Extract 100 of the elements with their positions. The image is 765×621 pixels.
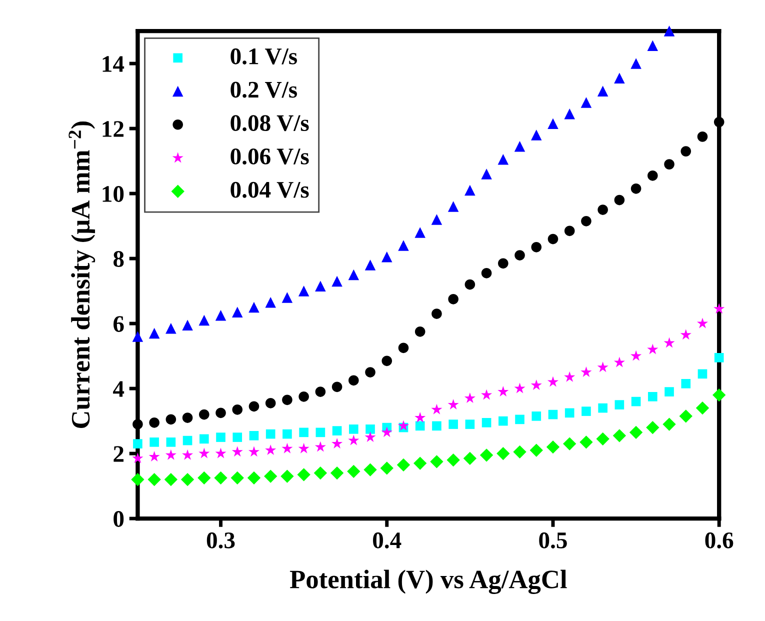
y-axis-title: Current density (μA mm$^{−2}$) — [68, 122, 96, 428]
point — [630, 350, 642, 361]
point — [266, 429, 276, 439]
point — [564, 108, 575, 120]
point — [564, 371, 576, 382]
point — [714, 353, 724, 362]
point — [232, 404, 243, 415]
point — [648, 170, 658, 181]
point — [432, 308, 442, 319]
point — [316, 428, 326, 438]
point — [498, 154, 509, 165]
point — [166, 438, 176, 447]
point — [563, 437, 576, 450]
point — [364, 431, 376, 442]
point — [515, 414, 524, 424]
point — [398, 420, 410, 431]
point — [166, 323, 176, 334]
point — [431, 214, 442, 225]
point — [612, 429, 626, 442]
point — [596, 432, 610, 446]
point — [182, 436, 192, 446]
legend-label: 0.2 V/s — [230, 82, 298, 98]
point — [614, 72, 625, 84]
point — [631, 396, 641, 406]
point — [414, 412, 426, 422]
point — [598, 403, 608, 413]
point — [182, 412, 193, 423]
point — [629, 426, 643, 439]
point — [463, 452, 477, 465]
legend-label: 0.08 V/s — [230, 115, 309, 132]
point — [448, 201, 459, 212]
point — [546, 440, 560, 454]
point — [148, 450, 160, 462]
point — [646, 420, 660, 434]
point — [314, 441, 326, 452]
point — [464, 279, 476, 290]
point — [530, 130, 542, 140]
point — [530, 379, 542, 390]
point — [414, 326, 426, 337]
point — [298, 442, 310, 454]
point — [247, 471, 261, 484]
point — [232, 432, 242, 442]
point — [481, 168, 492, 180]
point — [282, 394, 292, 406]
point — [216, 432, 226, 442]
point — [614, 356, 625, 368]
point — [614, 400, 624, 410]
point — [348, 434, 360, 446]
point — [332, 382, 342, 392]
point — [664, 387, 674, 396]
point — [514, 382, 526, 394]
x-tick-label: 0.3 — [206, 532, 235, 548]
point — [298, 392, 309, 402]
y-tick-label: 2 — [114, 446, 124, 462]
point — [133, 439, 142, 448]
point — [330, 466, 344, 480]
point — [532, 412, 542, 421]
x-tick-label: 0.5 — [539, 532, 567, 548]
point — [548, 234, 558, 244]
point — [630, 184, 642, 194]
point — [398, 342, 409, 354]
point — [264, 470, 278, 483]
point — [448, 294, 458, 304]
x-tick-label: 0.6 — [705, 532, 734, 548]
legend-label: 0.04 V/s — [230, 182, 309, 198]
point — [348, 424, 358, 434]
point — [198, 448, 210, 458]
point — [381, 426, 392, 438]
point — [265, 297, 276, 308]
point — [514, 141, 526, 152]
point — [432, 421, 442, 431]
point — [249, 431, 259, 440]
point — [380, 462, 394, 475]
point — [547, 376, 559, 387]
point — [182, 320, 193, 331]
point — [148, 472, 161, 486]
point — [647, 344, 658, 354]
point — [282, 429, 292, 439]
point — [332, 426, 342, 436]
legend-label: 0.1 V/s — [230, 48, 298, 64]
point — [148, 328, 160, 339]
point — [314, 466, 328, 480]
point — [513, 445, 526, 458]
point — [531, 242, 542, 252]
point — [364, 463, 377, 476]
point — [315, 386, 326, 397]
point — [149, 418, 160, 428]
point — [396, 458, 410, 472]
point — [630, 58, 642, 69]
point — [648, 392, 658, 402]
point — [198, 409, 210, 420]
point — [248, 446, 260, 457]
point — [481, 268, 492, 278]
point — [714, 116, 724, 128]
point — [465, 420, 475, 429]
point — [182, 449, 194, 460]
point — [530, 444, 543, 457]
point — [696, 401, 710, 415]
point — [414, 227, 426, 238]
point — [348, 375, 359, 386]
